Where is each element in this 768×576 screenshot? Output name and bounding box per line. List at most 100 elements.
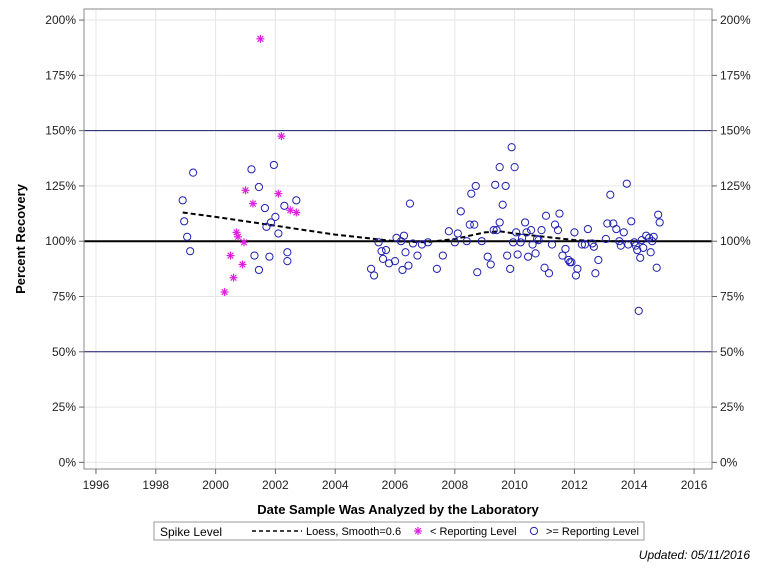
data-point-circle [591, 269, 600, 278]
x-tick-label: 1998 [142, 478, 169, 492]
data-point-circle [254, 182, 264, 192]
data-point-circle [470, 220, 479, 229]
data-point-circle [377, 247, 386, 256]
data-point-circle [544, 269, 554, 278]
x-tick-label: 2010 [501, 478, 528, 492]
data-point-circle [507, 143, 516, 152]
data-point-circle [531, 249, 540, 258]
data-point-circle [178, 196, 187, 205]
data-point-circle [254, 265, 264, 275]
data-point-circle [186, 247, 195, 256]
y-tick-label-left: 50% [52, 345, 76, 359]
data-point-circle [509, 238, 518, 247]
data-point-circle [603, 219, 612, 228]
data-point-star [239, 238, 248, 247]
data-point-star [220, 288, 229, 297]
data-point-circle [583, 224, 592, 234]
data-point-circle [465, 220, 474, 229]
data-point-circle [615, 237, 624, 246]
x-tick-label: 2012 [561, 478, 588, 492]
axes: 0% 0% 25% 25% 50% 50% 75% 75% 100% 100% 125% 125% 15… [45, 8, 751, 492]
data-point-circle [384, 259, 394, 268]
data-point-circle [274, 229, 283, 238]
data-point-circle [453, 229, 462, 238]
data-point-circle [269, 160, 278, 170]
plot-frame [83, 8, 713, 470]
data-point-star [241, 186, 250, 195]
data-point-circle [516, 238, 525, 247]
data-point-circle [501, 181, 510, 191]
data-point-circle [283, 248, 292, 257]
updated-footnote: Updated: 05/11/2016 [638, 548, 750, 562]
data-point-circle [477, 237, 486, 246]
data-point-circle [374, 238, 383, 247]
data-point-circle [271, 212, 280, 221]
data-point-circle [506, 264, 515, 273]
legend-star-mark [414, 527, 422, 535]
data-point-circle [399, 231, 409, 240]
data-point-circle [398, 265, 407, 275]
data-point-circle [513, 250, 522, 259]
data-point-circle [180, 217, 189, 226]
y-tick-label-left: 175% [45, 68, 76, 82]
y-tick-label-right: 150% [720, 124, 751, 138]
data-point-circle [652, 263, 661, 272]
y-tick-label-right: 125% [720, 179, 751, 193]
data-point-star [226, 251, 235, 260]
data-point-circle [528, 240, 537, 249]
data-point-circle [183, 232, 192, 241]
y-tick-label-right: 200% [720, 13, 751, 27]
data-points [178, 34, 664, 315]
data-point-circle [401, 248, 410, 257]
data-point-circle [577, 240, 587, 249]
data-point-circle [622, 179, 631, 188]
data-point-circle [648, 237, 657, 246]
y-tick-label-right: 100% [720, 234, 751, 248]
y-tick-label-right: 75% [720, 290, 744, 304]
data-point-circle [247, 165, 256, 174]
data-point-circle [510, 163, 519, 172]
data-point-star [292, 208, 301, 217]
data-point-circle [280, 201, 289, 210]
data-point-circle [498, 200, 507, 209]
data-point-star [274, 189, 283, 198]
data-point-circle [467, 189, 476, 198]
data-point-circle [589, 242, 598, 251]
y-tick-label-right: 50% [720, 345, 744, 359]
legend-title: Spike Level [160, 525, 222, 539]
legend-below-label: < Reporting Level [430, 526, 517, 538]
data-point-circle [522, 228, 531, 237]
data-point-circle [369, 271, 379, 280]
x-tick-label: 2014 [621, 478, 648, 492]
data-point-circle [520, 218, 530, 227]
y-axis-title: Percent Recovery [13, 183, 28, 294]
x-tick-label: 2004 [322, 478, 349, 492]
x-axis-title: Date Sample Was Analyzed by the Laborato… [257, 502, 539, 517]
legend-above-label: >= Reporting Level [546, 526, 639, 538]
y-tick-label-left: 125% [45, 179, 76, 193]
data-point-circle [366, 264, 376, 273]
y-tick-label-right: 0% [720, 455, 738, 469]
data-point-circle [646, 248, 655, 257]
legend: Spike Level Loess, Smooth=0.6 < Reportin… [153, 521, 645, 541]
data-point-circle [456, 207, 465, 216]
y-tick-label-right: 25% [720, 400, 744, 414]
x-tick-label: 2008 [441, 478, 468, 492]
data-point-circle [413, 251, 422, 260]
data-point-circle [637, 236, 646, 245]
loess-line [182, 211, 635, 244]
data-point-circle [265, 252, 274, 261]
data-point-circle [654, 210, 663, 219]
data-point-circle [570, 228, 579, 237]
data-point-circle [450, 238, 459, 247]
data-point-circle [567, 258, 576, 267]
x-tick-label: 2000 [202, 478, 229, 492]
data-point-circle [573, 264, 582, 273]
data-point-circle [601, 234, 610, 244]
data-point-circle [619, 228, 628, 237]
data-point-circle [606, 190, 615, 199]
data-point-circle [292, 196, 301, 205]
data-point-circle [540, 263, 549, 272]
data-point-star [234, 232, 243, 241]
